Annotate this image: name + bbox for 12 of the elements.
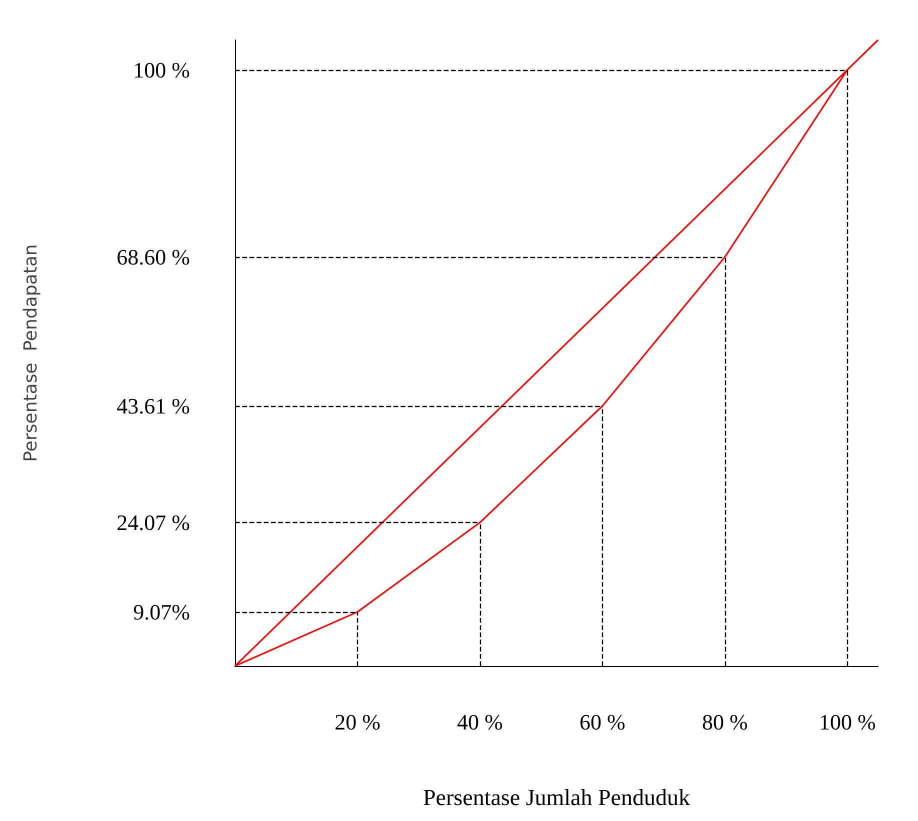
x-tick-label: 20 % <box>334 710 380 734</box>
x-tick-label: 40 % <box>457 710 503 734</box>
y-tick-label: 9.07% <box>133 599 190 624</box>
y-tick-label: 100 % <box>133 57 190 82</box>
x-tick-label: 100 % <box>818 710 876 734</box>
y-axis-title: Persentase Pendapatan <box>20 244 42 462</box>
x-tick-label: 80 % <box>702 710 748 734</box>
y-tick-label: 24.07 % <box>116 510 190 535</box>
y-tick-label: 43.61 % <box>116 394 190 418</box>
x-axis-title: Persentase Jumlah Penduduk <box>422 785 691 810</box>
y-tick-label: 68.60 % <box>116 244 190 270</box>
x-tick-label: 60 % <box>580 710 626 734</box>
